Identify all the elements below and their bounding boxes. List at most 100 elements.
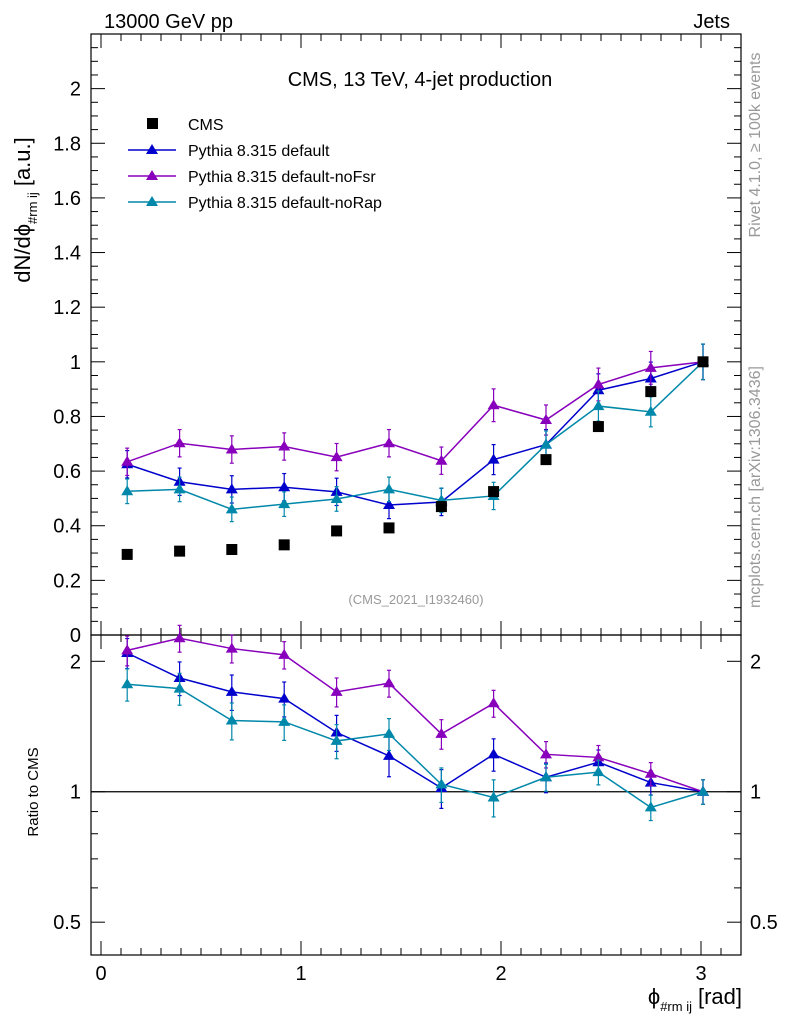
series-marker-main <box>592 400 605 411</box>
series-marker-ratio <box>173 682 186 693</box>
series-marker-ratio <box>435 778 448 789</box>
series-marker-main <box>383 437 395 448</box>
legend: CMS Pythia 8.315 default Pythia 8.315 de… <box>128 117 382 212</box>
x-axis-label-unit: [rad] <box>698 984 742 1009</box>
x-axis-label: ϕ#rm ij [rad] <box>648 984 742 1014</box>
y-axis-label-unit: [a.u.] <box>10 137 35 186</box>
series-marker-ratio <box>487 697 500 708</box>
legend-label-default: Pythia 8.315 default <box>188 143 330 160</box>
y-tick-label-main: 2 <box>70 79 81 101</box>
cms-data-point <box>645 386 657 398</box>
series-marker-ratio <box>383 727 395 738</box>
cms-data-point <box>174 545 186 557</box>
x-tick-label: 1 <box>295 963 306 985</box>
x-tick-label: 3 <box>695 963 706 985</box>
x-tick-label: 2 <box>495 963 506 985</box>
mcplots-label: mcplots.cern.ch [arXiv:1306.3436] <box>747 366 764 608</box>
y-tick-label-main: 0.6 <box>53 461 81 483</box>
ratio-axis-label: Ratio to CMS <box>25 747 42 836</box>
x-axis-label-main: ϕ <box>648 984 660 1009</box>
series-marker-ratio <box>278 648 291 659</box>
series-marker-main <box>540 414 552 425</box>
series-line-ratio <box>127 683 704 809</box>
y-tick-label-main: 0.2 <box>53 570 81 592</box>
series-marker-ratio <box>435 727 448 738</box>
cms-data-point <box>331 525 343 537</box>
y-tick-label-main: 1 <box>70 352 81 374</box>
y-tick-label-main: 0.4 <box>53 516 81 538</box>
series-marker-main <box>121 455 134 466</box>
series-marker-ratio <box>330 685 343 696</box>
series-marker-main <box>487 399 500 410</box>
series-marker-ratio <box>173 632 186 643</box>
cms-data <box>121 356 709 560</box>
series-marker-ratio <box>487 748 500 759</box>
cms-data-point <box>592 421 604 433</box>
series-marker-ratio <box>644 801 657 812</box>
y-tick-label-main: 0.8 <box>53 406 81 428</box>
series-marker-main <box>330 492 343 503</box>
y-tick-label-main: 1.6 <box>53 188 81 210</box>
chart-marks <box>121 343 709 822</box>
cms-data-point <box>226 543 238 555</box>
series-marker-main <box>383 483 395 494</box>
series-marker-ratio <box>487 791 500 802</box>
series-marker-ratio <box>383 677 395 688</box>
series-marker-ratio <box>540 771 552 782</box>
series-marker-main <box>173 437 186 448</box>
watermark: (CMS_2021_I1932460) <box>348 592 483 607</box>
cms-data-point <box>383 522 395 534</box>
y-axis-label-sub: #rm ij <box>25 192 40 224</box>
legend-marker-nofsr <box>146 170 158 180</box>
y-tick-label-ratio-right: 2 <box>750 651 761 673</box>
legend-marker-default <box>146 144 158 154</box>
y-tick-label-main: 1.2 <box>53 297 81 319</box>
cms-data-point <box>121 548 133 560</box>
y-tick-label-main: 0 <box>70 625 81 647</box>
series-line-main <box>127 361 704 511</box>
y-tick-label-main: 1.8 <box>53 133 81 155</box>
series-line-ratio <box>126 652 704 793</box>
series-marker-ratio <box>278 715 291 726</box>
series-marker-main <box>225 483 238 494</box>
legend-label-cms: CMS <box>188 117 224 134</box>
ratio-plot-frame <box>90 634 742 956</box>
series-line-main <box>126 361 704 506</box>
y-axis-label-main: dN/dϕ <box>10 224 35 283</box>
series-marker-ratio <box>644 767 657 778</box>
chart-title: CMS, 13 TeV, 4-jet production <box>288 69 553 91</box>
y-tick-label-ratio-left: 0.5 <box>53 912 81 934</box>
header-left: 13000 GeV pp <box>104 11 233 33</box>
series-marker-main <box>278 498 291 509</box>
y-axis-label: dN/dϕ#rm ij [a.u.] <box>10 137 40 283</box>
series-line-main <box>126 361 704 463</box>
series-marker-main <box>225 503 238 514</box>
header-right: Jets <box>693 11 730 33</box>
series-marker-ratio <box>540 748 552 759</box>
y-tick-label-ratio-right: 0.5 <box>750 912 778 934</box>
cms-data-point <box>540 454 552 466</box>
series-marker-ratio <box>330 734 343 745</box>
series-marker-main <box>383 498 395 509</box>
series-marker-main <box>644 405 657 416</box>
series-marker-ratio <box>278 692 291 703</box>
series-marker-main <box>540 438 552 449</box>
x-tick-label: 0 <box>95 963 106 985</box>
series-line-ratio <box>127 637 704 793</box>
cms-data-point <box>488 486 500 498</box>
series-marker-main <box>278 440 291 451</box>
series-2 <box>121 343 709 822</box>
cms-data-point <box>697 356 709 368</box>
y-tick-label-ratio-left: 2 <box>70 651 81 673</box>
series-marker-ratio <box>697 785 709 796</box>
series-marker-main <box>592 378 605 389</box>
series-marker-ratio <box>121 678 134 689</box>
legend-label-norap: Pythia 8.315 default-noRap <box>188 195 382 212</box>
y-tick-label-main: 1.4 <box>53 243 81 265</box>
series-marker-main <box>644 361 657 372</box>
legend-marker-norap <box>146 196 158 206</box>
series-marker-ratio <box>592 751 605 762</box>
series-marker-ratio <box>121 644 134 655</box>
legend-label-nofsr: Pythia 8.315 default-noFsr <box>188 169 376 186</box>
